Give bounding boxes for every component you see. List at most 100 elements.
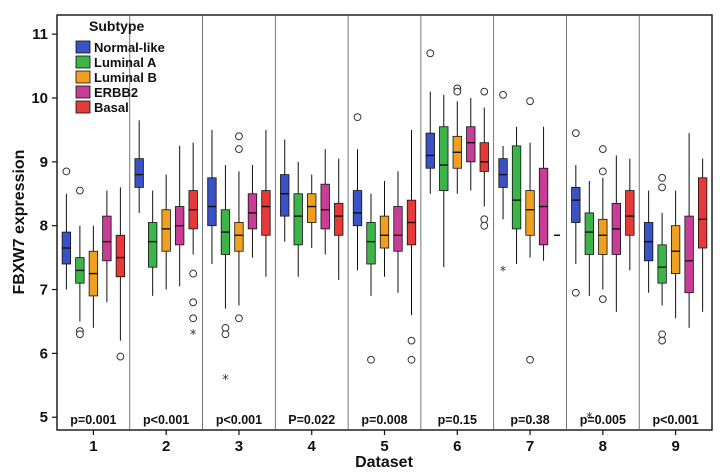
box-iqr — [280, 174, 290, 217]
box-luminal-b — [598, 145, 608, 304]
box-iqr — [525, 190, 535, 236]
outlier-point — [571, 288, 580, 297]
box-luminal-b — [670, 190, 681, 319]
box-iqr — [498, 158, 508, 188]
outlier-point — [499, 90, 507, 99]
outlier-point — [235, 314, 243, 323]
box-basal — [334, 158, 344, 280]
dataset-group: * — [498, 90, 561, 364]
box-iqr — [102, 215, 112, 262]
outlier-point — [658, 336, 667, 345]
box-normal-like — [571, 129, 581, 297]
pvalue-label: p<0.001 — [653, 413, 699, 427]
extreme-point: * — [222, 373, 229, 388]
legend-label: ERBB2 — [94, 85, 138, 100]
legend-title: Subtype — [89, 18, 144, 34]
outlier-point — [116, 352, 125, 361]
x-tick-label: 4 — [308, 438, 317, 455]
y-tick-label: 5 — [40, 409, 48, 426]
x-tick-label: 3 — [235, 438, 243, 455]
pvalue-label: p=0.008 — [361, 413, 407, 427]
box-erbb2 — [175, 145, 185, 287]
box-normal-like — [352, 113, 363, 271]
box-luminal-b — [452, 84, 462, 194]
outlier-point — [598, 167, 607, 176]
box-iqr — [439, 126, 449, 191]
outlier-point — [407, 355, 416, 364]
legend-swatch — [75, 40, 91, 54]
y-axis-ticks: 5 6 7 8 9 10 11 — [31, 26, 57, 426]
box-normal-like — [643, 190, 654, 293]
box-iqr — [234, 222, 244, 252]
outlier-point — [480, 215, 489, 224]
box-iqr — [425, 132, 435, 169]
box-iqr — [247, 193, 258, 230]
box-iqr — [261, 190, 271, 236]
box-basal — [261, 129, 271, 277]
y-tick-label: 6 — [40, 345, 48, 362]
pvalue-label: p=0.38 — [510, 413, 549, 427]
legend-label: Normal-like — [94, 40, 165, 55]
outlier-point — [235, 145, 243, 153]
pvalue-label: p<0.001 — [143, 413, 189, 427]
box-normal-like — [425, 49, 435, 194]
x-tick-label: 5 — [380, 438, 388, 455]
outlier-point — [221, 330, 230, 339]
box-luminal-a — [439, 94, 449, 268]
box-iqr — [584, 212, 594, 255]
outlier-point — [189, 298, 198, 307]
outlier-point — [189, 269, 198, 278]
outlier-point — [75, 186, 84, 195]
outlier-point — [75, 330, 84, 339]
outlier-point — [480, 87, 489, 96]
x-tick-label: 8 — [599, 438, 607, 455]
legend-swatch — [75, 100, 91, 114]
outlier-point — [658, 173, 667, 182]
outlier-point — [598, 295, 607, 304]
pvalue-label: p=0.15 — [438, 413, 477, 427]
dataset-group — [280, 139, 344, 280]
outlier-point — [526, 97, 534, 106]
box-luminal-b — [525, 97, 535, 364]
box-iqr — [625, 190, 635, 236]
dataset-group: * — [207, 129, 271, 388]
box-iqr — [511, 145, 522, 230]
outlier-point — [598, 145, 607, 153]
outlier-point — [221, 323, 230, 332]
outlier-point — [426, 49, 435, 58]
box-iqr — [293, 193, 303, 246]
box-luminal-b — [307, 174, 317, 249]
outlier-point — [571, 129, 580, 138]
box-iqr — [379, 215, 390, 249]
box-iqr — [307, 193, 317, 223]
box-iqr — [697, 177, 708, 249]
x-axis-title: Dataset — [355, 454, 413, 471]
extreme-point: * — [190, 328, 197, 343]
legend-swatch — [75, 55, 91, 69]
dataset-group: * — [134, 120, 198, 343]
box-erbb2 — [320, 149, 330, 255]
box-normal-like — [207, 129, 217, 264]
y-tick-label: 10 — [31, 90, 48, 107]
box-iqr — [670, 225, 681, 274]
x-tick-label: 6 — [453, 438, 461, 455]
box-normal-like — [61, 167, 72, 290]
pvalue-label: p=0.001 — [70, 413, 116, 427]
box-iqr — [393, 206, 403, 252]
x-tick-label: 2 — [162, 438, 170, 455]
y-tick-label: 9 — [40, 154, 48, 171]
box-erbb2 — [684, 133, 694, 328]
legend-label: Luminal A — [94, 55, 157, 70]
outlier-point — [235, 132, 243, 141]
box-luminal-a — [511, 126, 522, 264]
dataset-separators — [129, 15, 640, 430]
y-tick-label: 11 — [32, 26, 48, 43]
box-erbb2 — [538, 126, 549, 261]
box-luminal-b — [234, 132, 244, 323]
outlier-point — [367, 355, 375, 364]
box-normal-like — [280, 139, 290, 242]
x-tick-label: 7 — [526, 438, 534, 455]
box-iqr — [366, 222, 376, 265]
box-basal — [697, 158, 708, 312]
